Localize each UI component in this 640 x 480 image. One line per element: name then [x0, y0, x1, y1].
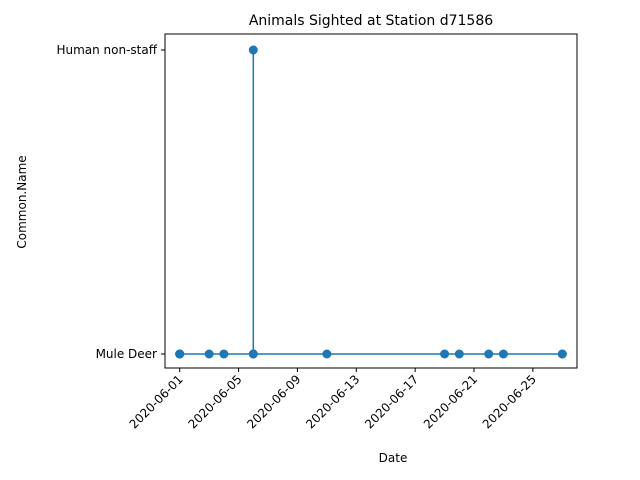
data-point	[440, 349, 450, 359]
x-axis-label: Date	[379, 451, 408, 465]
axes-frame	[164, 33, 578, 369]
data-point	[454, 349, 464, 359]
data-point	[248, 349, 258, 359]
series-group	[175, 45, 567, 359]
plot-area	[164, 33, 578, 369]
data-point	[322, 349, 332, 359]
data-point	[175, 349, 185, 359]
data-point	[248, 45, 258, 55]
data-point	[219, 349, 229, 359]
y-tick-label: Human non-staff	[56, 43, 157, 57]
data-point	[498, 349, 508, 359]
data-point	[204, 349, 214, 359]
chart-title: Animals Sighted at Station d71586	[249, 13, 493, 29]
data-point	[557, 349, 567, 359]
data-point	[484, 349, 494, 359]
y-tick-label: Mule Deer	[96, 347, 157, 361]
y-axis-label: Common.Name	[15, 155, 29, 248]
y-axis: Mule Deer Human non-staff	[56, 43, 165, 361]
